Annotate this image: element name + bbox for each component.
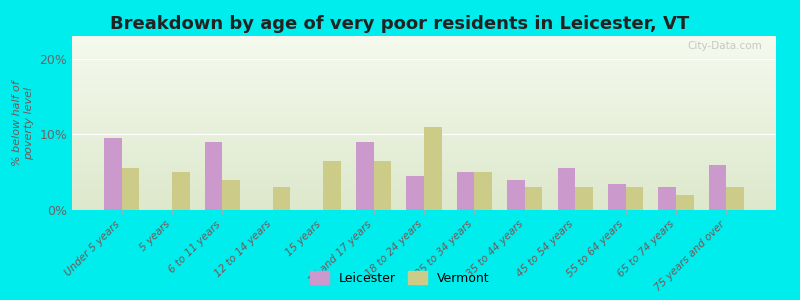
Bar [374,161,391,210]
Bar [457,172,474,210]
Bar [676,195,694,210]
Bar [608,184,626,210]
Bar [626,187,643,210]
Bar [205,142,222,210]
Bar [658,187,676,210]
Bar [525,187,542,210]
Bar [122,168,139,210]
Bar [406,176,424,210]
Bar [222,180,240,210]
Bar [726,187,744,210]
Bar [356,142,374,210]
Bar [104,138,122,210]
Bar [709,165,726,210]
Y-axis label: % below half of
poverty level: % below half of poverty level [12,80,34,166]
Bar [474,172,492,210]
Bar [424,127,442,210]
Bar [273,187,290,210]
Bar [575,187,593,210]
Legend: Leicester, Vermont: Leicester, Vermont [304,265,496,291]
Bar [323,161,341,210]
Bar [558,168,575,210]
Bar [172,172,190,210]
Text: Breakdown by age of very poor residents in Leicester, VT: Breakdown by age of very poor residents … [110,15,690,33]
Text: City-Data.com: City-Data.com [687,41,762,51]
Bar [507,180,525,210]
